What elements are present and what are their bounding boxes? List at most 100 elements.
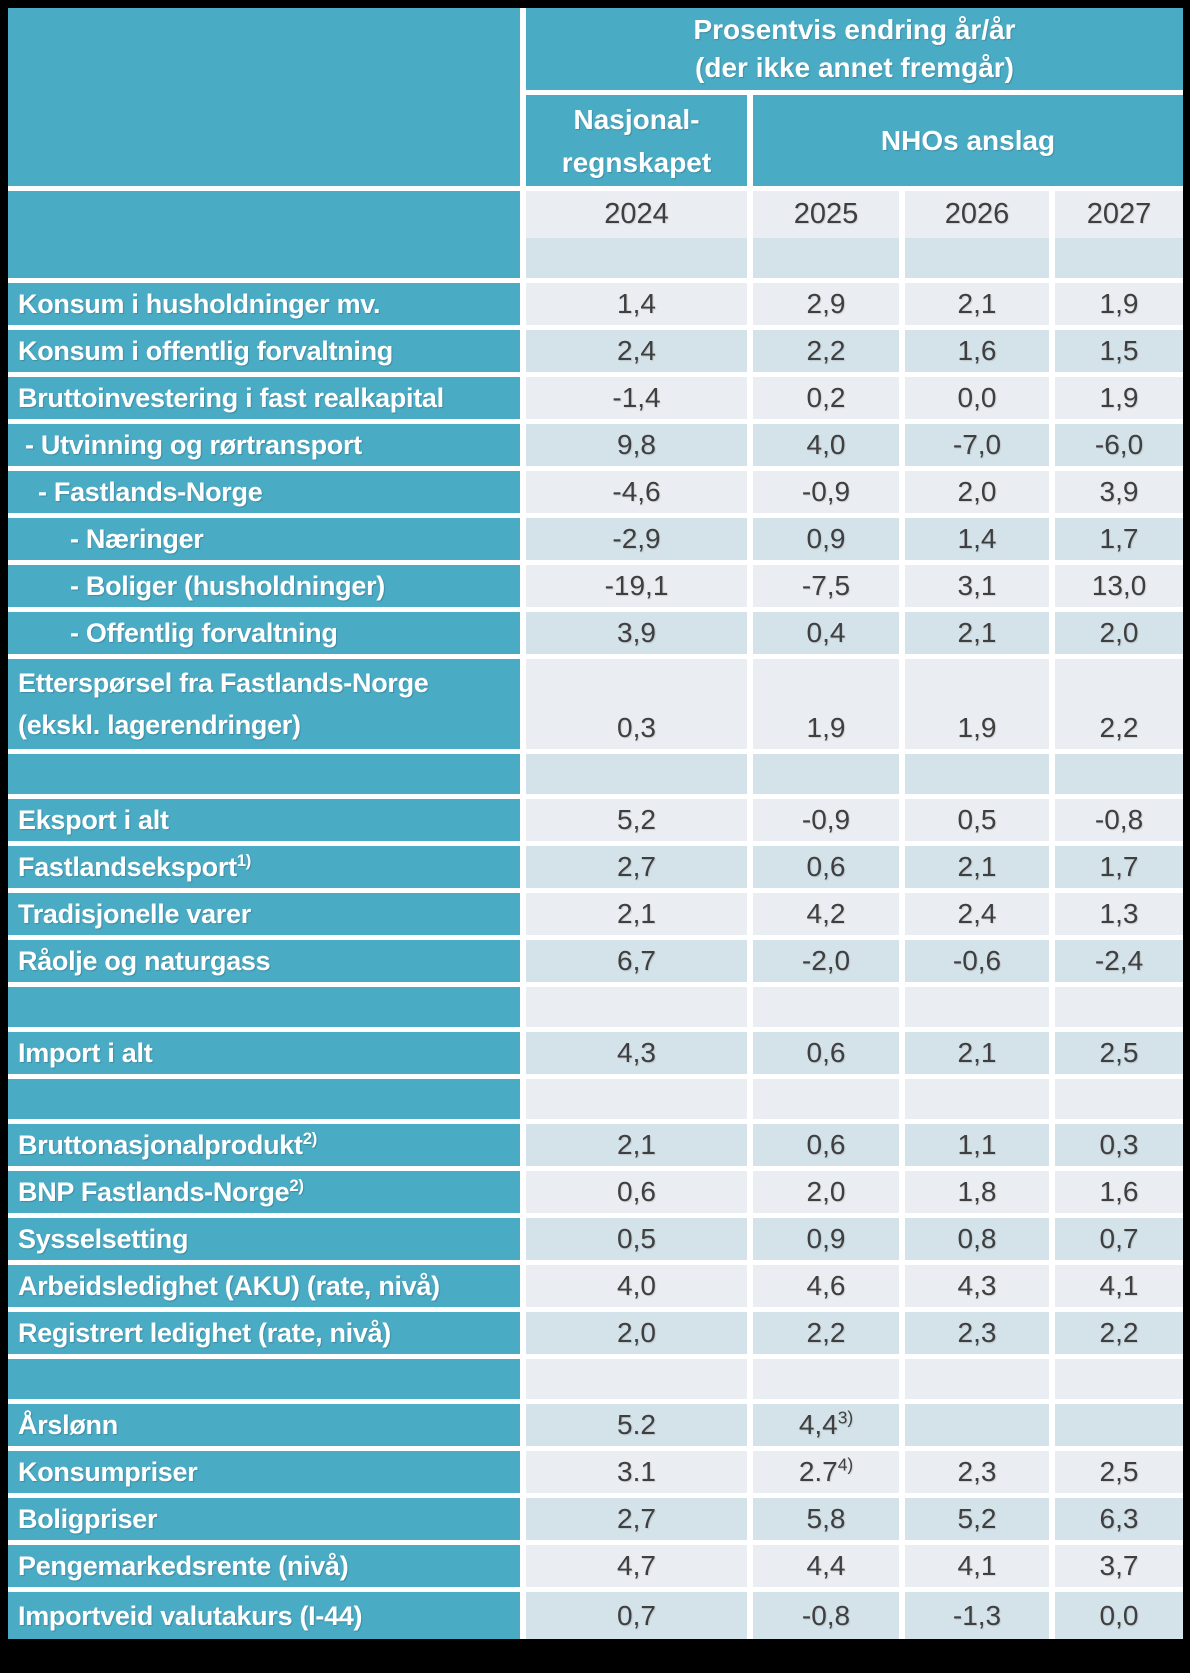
value-cell: 0,6	[526, 1171, 753, 1218]
value: 1,8	[957, 1176, 997, 1207]
value: 1,1	[957, 1129, 997, 1160]
value-cell: -19,1	[526, 565, 753, 612]
row-label-cell: Eksport i alt	[8, 799, 526, 846]
header-group-row: Nasjonal- regnskapet NHOs anslag	[8, 95, 1184, 191]
table-title-line2: (der ikke annet fremgår)	[695, 52, 1015, 83]
row-label-cell: - Næringer	[8, 518, 526, 565]
value-cell: 4,3	[526, 1032, 753, 1079]
value: -0,9	[801, 804, 851, 835]
value-cell: 0,8	[905, 1218, 1055, 1265]
value: 2,9	[806, 288, 846, 319]
value-cell: 0,6	[753, 1124, 905, 1171]
value-cell: -1,3	[905, 1592, 1055, 1639]
value: 2,1	[617, 1129, 656, 1160]
table-row: Tradisjonelle varer 2,1 4,2 2,4 1,3	[8, 893, 1184, 940]
row-label-cell: Tradisjonelle varer	[8, 893, 526, 940]
value: 2,7	[617, 1503, 656, 1534]
value-cell: -2,4	[1055, 940, 1184, 987]
value-cell: 13,0	[1055, 565, 1184, 612]
row-label-cell: Etterspørsel fra Fastlands-Norge (ekskl. …	[8, 659, 526, 754]
value-cell	[753, 1359, 905, 1404]
table-title-line1: Prosentvis endring år/år	[693, 14, 1016, 45]
value-cell: 2,5	[1055, 1032, 1184, 1079]
value-cell: 2,0	[753, 1171, 905, 1218]
value: 2,4	[957, 898, 997, 929]
row-label: - Offentlig forvaltning	[70, 618, 338, 648]
row-label: Etterspørsel fra Fastlands-Norge	[18, 668, 429, 698]
row-label: Arbeidsledighet (AKU) (rate, nivå)	[18, 1271, 440, 1301]
value-cell: -2,0	[753, 940, 905, 987]
value-cell: 0,4	[753, 612, 905, 659]
value-cell: 5,2	[905, 1498, 1055, 1545]
value-cell: 1,5	[1055, 330, 1184, 377]
row-label: Tradisjonelle varer	[18, 899, 251, 929]
value: 5,2	[617, 804, 656, 835]
value-cell: -7,0	[905, 424, 1055, 471]
footnote-marker: 4)	[837, 1454, 854, 1475]
value: 0,0	[957, 382, 997, 413]
value: 1,9	[957, 712, 997, 743]
value-cell: 0,3	[1055, 1124, 1184, 1171]
value: -19,1	[604, 570, 669, 601]
value-cell: 2,4	[905, 893, 1055, 940]
value: 2,2	[1099, 1317, 1139, 1348]
value-cell: -2,9	[526, 518, 753, 565]
value: 2,0	[957, 476, 997, 507]
year-header-row: 2024 2025 2026 2027	[8, 191, 1184, 238]
value-cell	[1055, 1404, 1184, 1451]
row-label-cell: - Offentlig forvaltning	[8, 612, 526, 659]
row-label: Fastlandseksport	[18, 852, 237, 882]
value-cell: -0,6	[905, 940, 1055, 987]
table-row: Fastlandseksport1) 2,7 0,6 2,1 1,7	[8, 846, 1184, 893]
value-cell: 0,6	[753, 1032, 905, 1079]
year-column-2025: 2025	[753, 191, 905, 238]
value: -0,9	[801, 476, 851, 507]
value-cell: 0,9	[753, 518, 905, 565]
value-cell: 4,6	[753, 1265, 905, 1312]
value-cell: 1,9	[753, 659, 905, 754]
value-cell: 2,0	[905, 471, 1055, 518]
value-cell: 4,43)	[753, 1404, 905, 1451]
value: 1,7	[1099, 523, 1139, 554]
value-cell: 3,1	[905, 565, 1055, 612]
value: 0,3	[617, 712, 656, 743]
column-group-national-accounts: Nasjonal- regnskapet	[526, 95, 753, 191]
value-cell: 1,6	[1055, 1171, 1184, 1218]
value-cell: 2,3	[905, 1451, 1055, 1498]
table-title: Prosentvis endring år/år (der ikke annet…	[526, 8, 1184, 95]
value-cell: 2,1	[905, 846, 1055, 893]
row-label: Importveid valutakurs (I-44)	[18, 1600, 363, 1631]
value-cell	[526, 1359, 753, 1404]
value: 1,9	[1099, 288, 1139, 319]
value-cell: 2,2	[1055, 1312, 1184, 1359]
table-head: Prosentvis endring år/år (der ikke annet…	[8, 8, 1184, 238]
row-label-cell: Sysselsetting	[8, 1218, 526, 1265]
value-cell: 3,7	[1055, 1545, 1184, 1592]
row-label: Råolje og naturgass	[18, 946, 271, 976]
value-cell: 5,2	[526, 799, 753, 846]
value-cell	[905, 987, 1055, 1032]
row-label: - Utvinning og rørtransport	[25, 430, 362, 460]
value: 5,8	[806, 1503, 846, 1534]
value-cell: 4,7	[526, 1545, 753, 1592]
table-row: Registrert ledighet (rate, nivå) 2,0 2,2 2,…	[8, 1312, 1184, 1359]
value-cell	[905, 1079, 1055, 1124]
value: 4,1	[957, 1550, 997, 1581]
value: 5,2	[957, 1503, 997, 1534]
value: 2,1	[617, 898, 656, 929]
value-cell: 2,1	[905, 283, 1055, 330]
row-label-cell: Import i alt	[8, 1032, 526, 1079]
value-cell: -4,6	[526, 471, 753, 518]
value: 3,1	[957, 570, 997, 601]
value: -2,9	[612, 523, 661, 554]
value-cell: 0,0	[1055, 1592, 1184, 1639]
table-row: Importveid valutakurs (I-44) 0,7 -0,8 -1,3 0…	[8, 1592, 1184, 1639]
value-cell: -0,9	[753, 799, 905, 846]
value: 2,1	[957, 1037, 997, 1068]
value: 4,7	[617, 1550, 656, 1581]
row-label: BNP Fastlands-Norge	[18, 1177, 290, 1207]
value: 4,0	[806, 429, 846, 460]
value-cell: 0,6	[753, 846, 905, 893]
table-row: Pengemarkedsrente (nivå) 4,7 4,4 4,1 3,7	[8, 1545, 1184, 1592]
value: 0,6	[617, 1176, 656, 1207]
